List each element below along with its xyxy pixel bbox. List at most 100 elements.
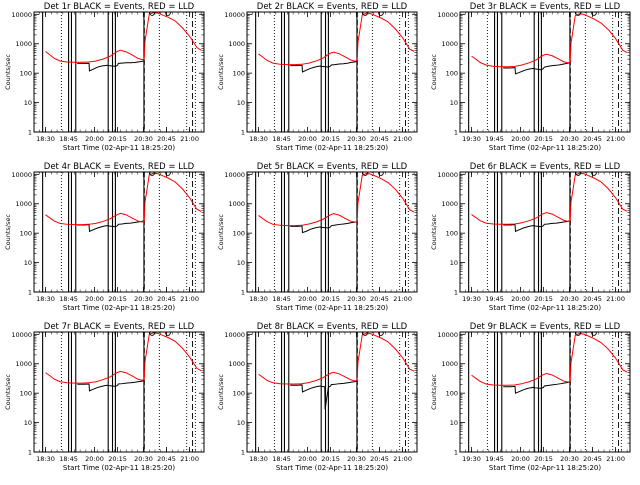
y-tick-label: 100 xyxy=(20,390,32,398)
y-tick-label: 1000 xyxy=(15,200,32,208)
series-lld-line xyxy=(471,13,628,68)
x-tick-label: 20:00 xyxy=(85,455,104,463)
x-tick-label: 20:45 xyxy=(157,455,176,463)
y-tick-label: 100 xyxy=(446,230,458,238)
y-tick-label: 1 xyxy=(454,129,458,137)
plot-area xyxy=(255,172,415,292)
x-tick-label: 20:30 xyxy=(560,455,579,463)
peak-circle-marker xyxy=(575,172,581,176)
x-tick-label: 20:30 xyxy=(134,455,153,463)
series-events-line xyxy=(503,220,570,233)
series-events-line xyxy=(290,60,357,73)
x-tick-label: 19:30 xyxy=(462,135,481,143)
plot-area xyxy=(468,12,628,132)
panel-7: Det 7r BLACK = Events, RED = LLD 1 10 100 10… xyxy=(4,322,205,472)
x-axis-label: Start Time (02-Apr-11 18:25:20) xyxy=(63,464,175,472)
x-tick-label: 20:30 xyxy=(347,135,366,143)
peak-circle-marker xyxy=(378,12,384,16)
x-tick-label: 19:45 xyxy=(485,135,504,143)
series-lld-line xyxy=(258,332,415,385)
x-tick-label: 18:30 xyxy=(36,455,55,463)
panel-6: Det 6r BLACK = Events, RED = LLD 1 10 100 10… xyxy=(430,162,631,312)
y-tick-label: 1000 xyxy=(228,40,245,48)
x-tick-label: 20:15 xyxy=(108,295,127,303)
y-tick-label: 10000 xyxy=(224,171,245,179)
x-tick-label: 18:45 xyxy=(59,455,78,463)
x-tick-label: 21:00 xyxy=(180,295,199,303)
y-tick-label: 1 xyxy=(241,449,245,457)
y-tick-label: 1000 xyxy=(15,40,32,48)
x-tick-label: 21:00 xyxy=(606,295,625,303)
panel-5: Det 5r BLACK = Events, RED = LLD 1 10 100 10… xyxy=(217,162,418,312)
peak-circle-marker xyxy=(165,172,171,176)
series-events-line xyxy=(503,62,570,75)
x-tick-label: 20:15 xyxy=(108,135,127,143)
series-lld-line xyxy=(45,12,202,63)
x-tick-label: 20:15 xyxy=(321,135,340,143)
y-tick-label: 100 xyxy=(20,230,32,238)
series-lld-line xyxy=(471,332,628,386)
x-tick-label: 20:00 xyxy=(511,295,530,303)
y-tick-label: 1000 xyxy=(441,200,458,208)
x-tick-label: 20:30 xyxy=(347,455,366,463)
y-axis-label: Counts/sec xyxy=(430,54,438,90)
y-tick-label: 10 xyxy=(24,259,32,267)
x-tick-label: 20:15 xyxy=(321,295,340,303)
x-tick-label: 20:30 xyxy=(560,295,579,303)
y-tick-label: 10 xyxy=(24,419,32,427)
x-tick-label: 19:30 xyxy=(462,295,481,303)
panel-1: Det 1r BLACK = Events, RED = LLD 1 10 100 10… xyxy=(4,2,205,152)
x-tick-label: 20:30 xyxy=(134,295,153,303)
y-axis-label: Counts/sec xyxy=(217,214,225,250)
x-tick-label: 20:00 xyxy=(511,455,530,463)
peak-circle-marker xyxy=(149,172,155,176)
x-tick-label: 18:45 xyxy=(59,135,78,143)
panel-8: Det 8r BLACK = Events, RED = LLD 1 10 100 10… xyxy=(217,322,418,472)
series-events-line xyxy=(290,221,357,234)
x-tick-label: 20:15 xyxy=(534,135,553,143)
series-lld-line xyxy=(45,172,202,226)
x-tick-label: 20:00 xyxy=(85,295,104,303)
y-tick-label: 1 xyxy=(241,289,245,297)
x-axis-label: Start Time (02-Apr-11 18:25:20) xyxy=(276,144,388,152)
y-tick-label: 10000 xyxy=(11,11,32,19)
peak-circle-marker xyxy=(591,332,597,336)
series-events-line xyxy=(290,380,357,410)
plot-frame xyxy=(459,331,631,453)
peak-circle-marker xyxy=(165,332,171,336)
peak-circle-marker xyxy=(165,12,171,16)
peak-circle-marker xyxy=(362,172,368,176)
y-tick-label: 10 xyxy=(237,259,245,267)
peak-circle-marker xyxy=(575,332,581,336)
x-axis-label: Start Time (02-Apr-11 18:25:20) xyxy=(489,304,601,312)
y-tick-label: 1000 xyxy=(441,40,458,48)
x-tick-label: 21:00 xyxy=(393,455,412,463)
x-tick-label: 19:45 xyxy=(485,295,504,303)
peak-circle-marker xyxy=(575,12,581,16)
y-tick-label: 1 xyxy=(28,129,32,137)
y-tick-label: 10000 xyxy=(437,11,458,19)
y-tick-label: 100 xyxy=(446,390,458,398)
y-tick-label: 10000 xyxy=(224,331,245,339)
y-axis-label: Counts/sec xyxy=(430,374,438,410)
y-tick-label: 100 xyxy=(233,70,245,78)
x-tick-label: 20:15 xyxy=(108,455,127,463)
x-tick-label: 20:15 xyxy=(534,295,553,303)
y-tick-label: 100 xyxy=(446,70,458,78)
x-tick-label: 18:45 xyxy=(272,455,291,463)
x-axis-label: Start Time (02-Apr-11 18:25:20) xyxy=(489,464,601,472)
x-tick-label: 18:30 xyxy=(249,135,268,143)
x-tick-label: 20:30 xyxy=(560,135,579,143)
x-tick-label: 18:30 xyxy=(249,455,268,463)
y-tick-label: 1 xyxy=(454,289,458,297)
x-tick-label: 18:30 xyxy=(36,135,55,143)
panel-title: Det 8r BLACK = Events, RED = LLD xyxy=(257,322,408,332)
x-tick-label: 21:00 xyxy=(393,135,412,143)
panel-title: Det 1r BLACK = Events, RED = LLD xyxy=(44,2,195,12)
panel-3: Det 3r BLACK = Events, RED = LLD 1 10 100 10… xyxy=(430,2,631,152)
series-events-line xyxy=(503,381,570,394)
plot-frame xyxy=(459,171,631,293)
plot-frame xyxy=(459,11,631,133)
plot-area xyxy=(42,172,202,292)
